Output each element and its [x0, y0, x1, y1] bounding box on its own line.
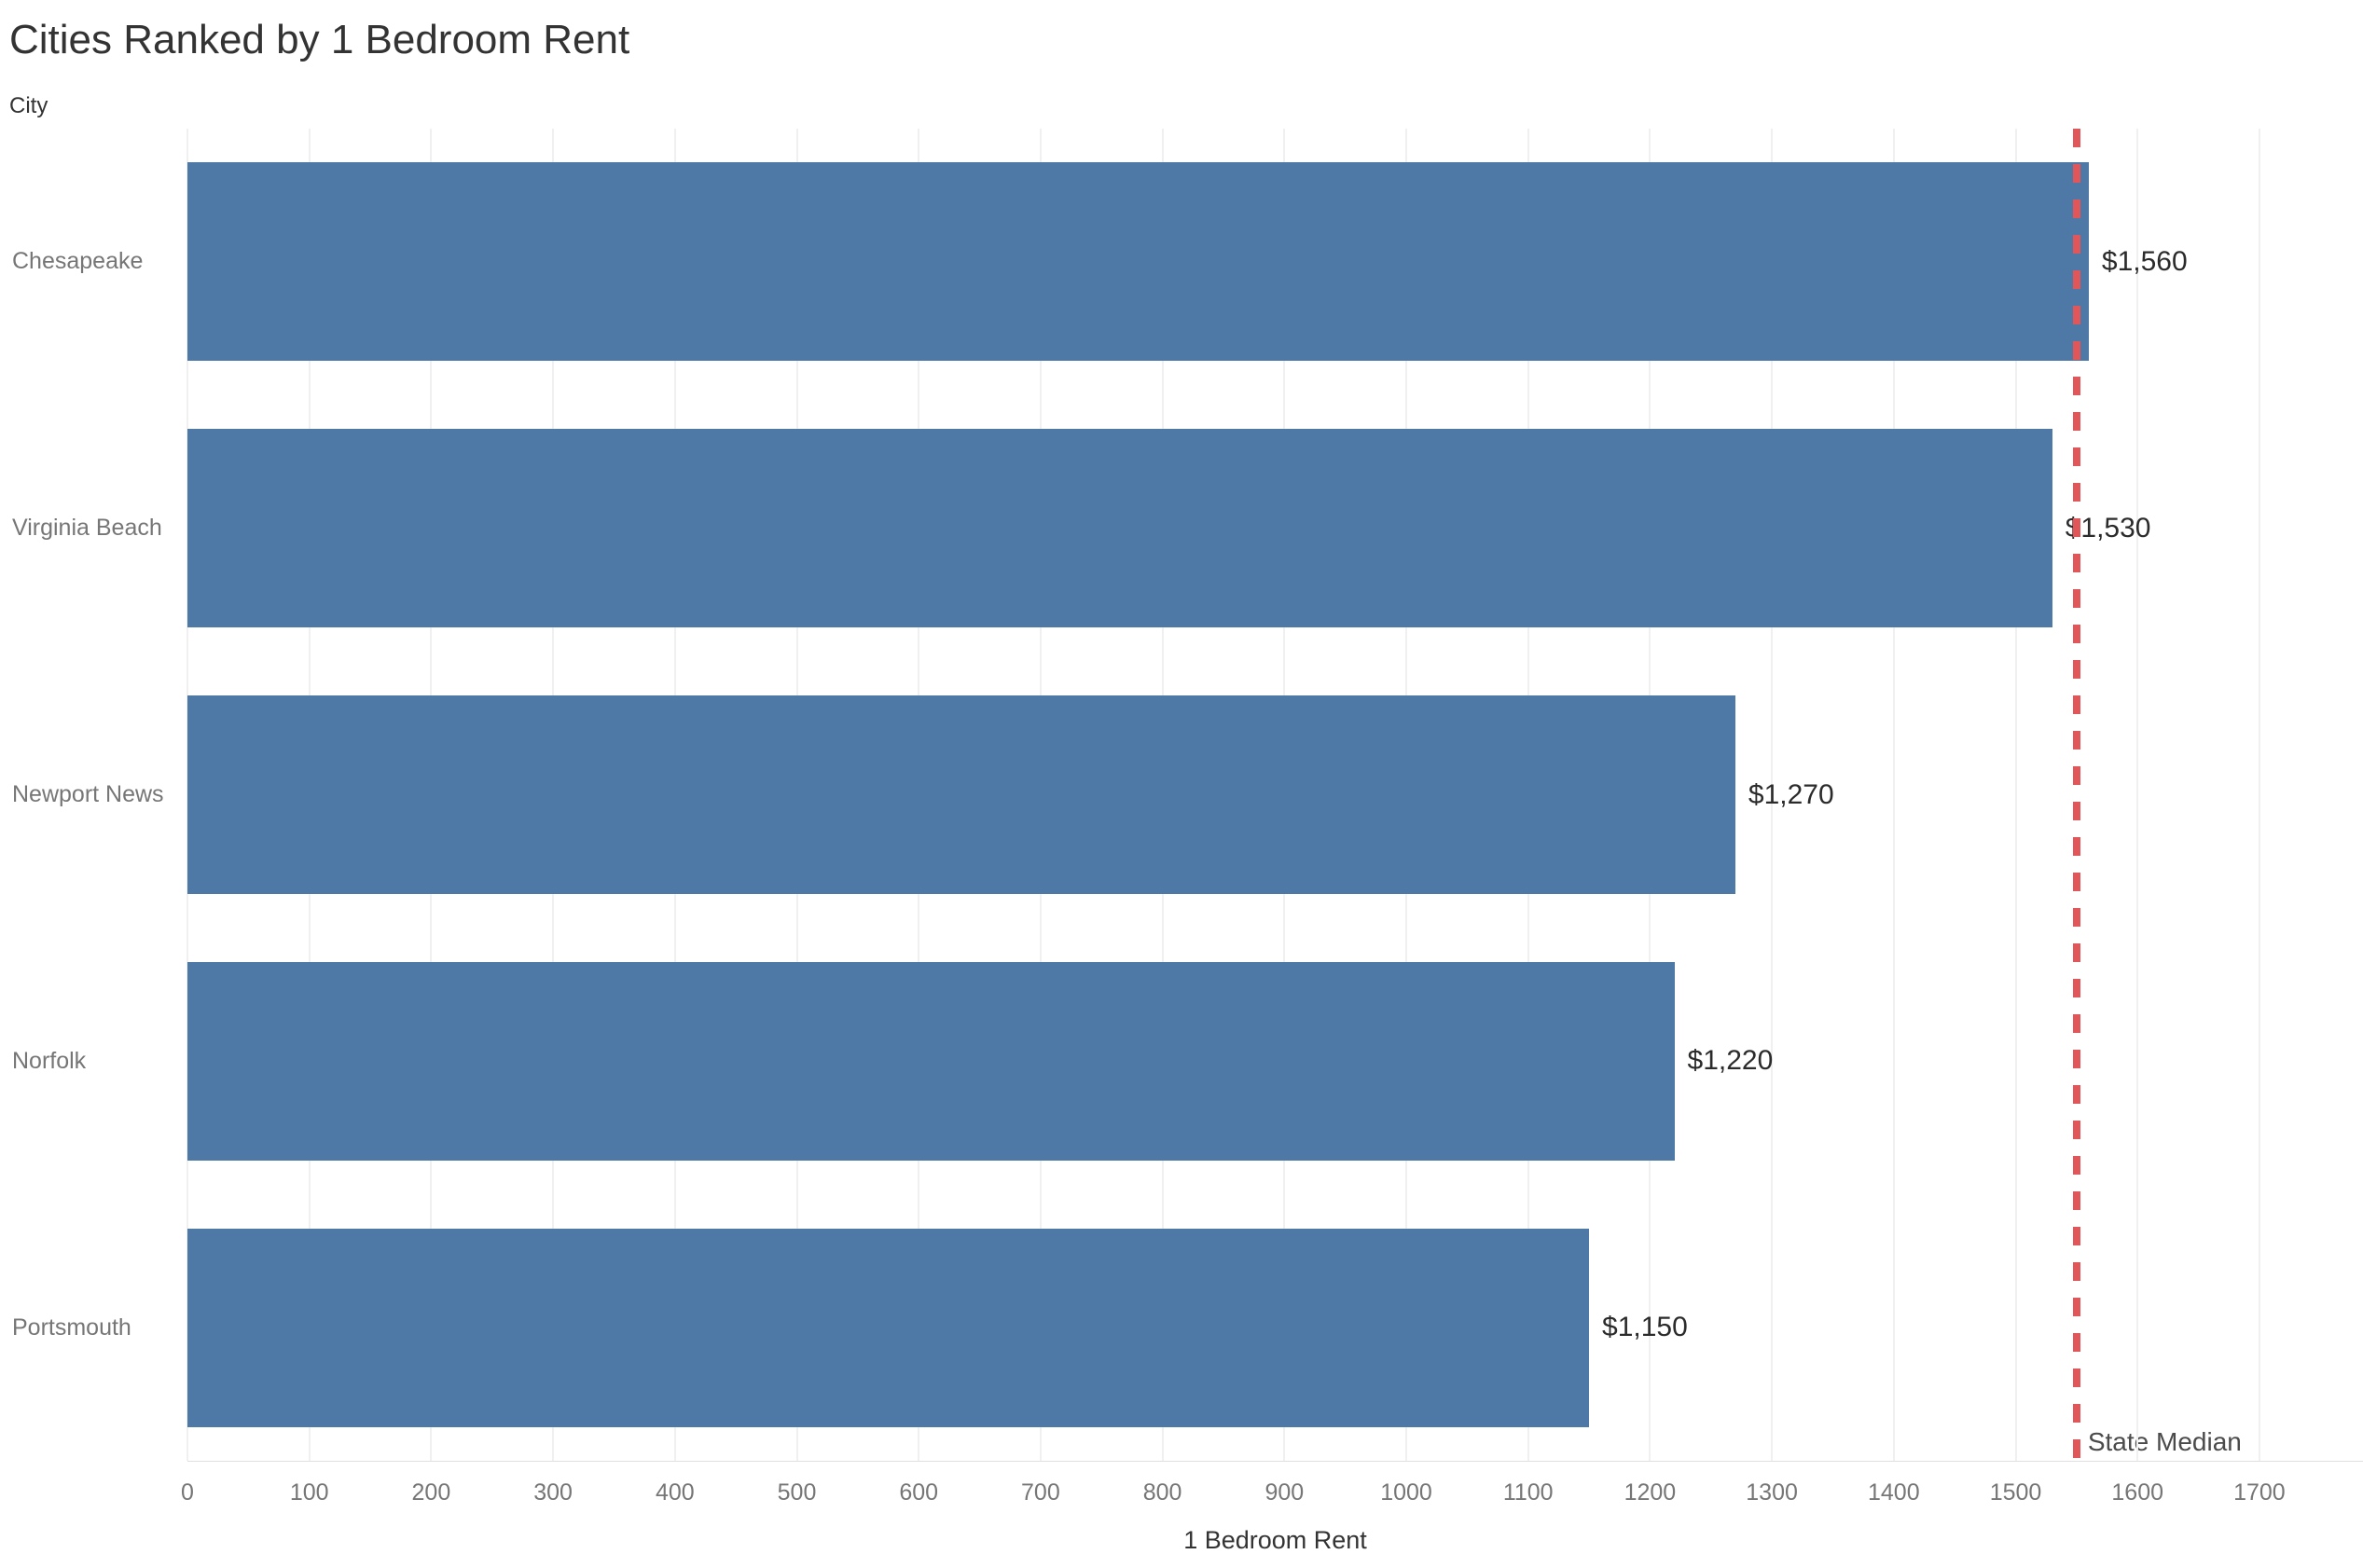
bar[interactable] — [187, 961, 1675, 1161]
chart-title: Cities Ranked by 1 Bedroom Rent — [9, 17, 630, 62]
x-tick-label: 600 — [899, 1479, 939, 1506]
bar[interactable] — [187, 695, 1735, 894]
category-label[interactable]: Virginia Beach — [12, 515, 162, 542]
gridline — [2258, 129, 2260, 1461]
bar-value-label: $1,220 — [1687, 1045, 1774, 1077]
x-tick-label: 200 — [411, 1479, 451, 1506]
category-label[interactable]: Newport News — [12, 780, 164, 807]
x-tick-label: 900 — [1264, 1479, 1305, 1506]
row-header-city: City — [9, 93, 48, 118]
category-label[interactable]: Chesapeake — [12, 248, 144, 275]
x-tick-label: 500 — [777, 1479, 817, 1506]
x-tick-label: 400 — [655, 1479, 695, 1506]
gridline — [1771, 129, 1774, 1461]
x-axis-line — [187, 1461, 2363, 1462]
x-tick-label: 800 — [1142, 1479, 1182, 1506]
x-axis-title: 1 Bedroom Rent — [1183, 1526, 1367, 1554]
x-tick-label: 1200 — [1624, 1479, 1677, 1506]
x-tick-label: 1600 — [2111, 1479, 2164, 1506]
category-label[interactable]: Portsmouth — [12, 1314, 131, 1341]
bar[interactable] — [187, 429, 2052, 628]
x-tick-label: 1400 — [1867, 1479, 1920, 1506]
x-tick-label: 300 — [533, 1479, 573, 1506]
bar-value-label: $1,150 — [1602, 1312, 1688, 1343]
gridline — [1892, 129, 1895, 1461]
reference-line — [2072, 129, 2080, 1461]
bar-value-label: $1,560 — [2101, 245, 2188, 277]
x-tick-label: 1000 — [1380, 1479, 1432, 1506]
bar[interactable] — [187, 162, 2089, 362]
category-label[interactable]: Norfolk — [12, 1047, 87, 1074]
bar-value-label: $1,270 — [1748, 778, 1834, 810]
x-tick-label: 100 — [289, 1479, 329, 1506]
x-tick-label: 0 — [181, 1479, 194, 1506]
x-tick-label: 1300 — [1746, 1479, 1798, 1506]
bar[interactable] — [187, 1228, 1590, 1427]
gridline — [2136, 129, 2139, 1461]
x-tick-label: 700 — [1021, 1479, 1060, 1506]
x-tick-label: 1500 — [1989, 1479, 2042, 1506]
x-tick-label: 1100 — [1502, 1479, 1554, 1506]
gridline — [2014, 129, 2017, 1461]
x-tick-label: 1700 — [2233, 1479, 2286, 1506]
reference-line-label: State Median — [2087, 1427, 2242, 1456]
